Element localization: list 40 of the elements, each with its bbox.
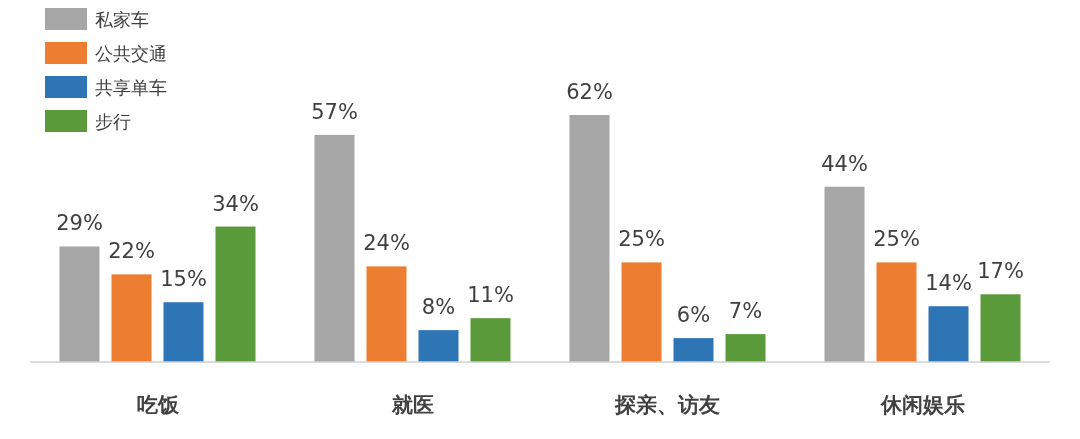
- bar: [569, 115, 610, 362]
- bar: [111, 274, 152, 362]
- legend-label: 步行: [95, 111, 131, 132]
- data-label: 14%: [925, 271, 972, 296]
- bar: [59, 246, 100, 362]
- data-label: 7%: [728, 299, 763, 324]
- data-label: 29%: [56, 211, 103, 236]
- bar: [824, 186, 865, 362]
- bar: [314, 134, 355, 362]
- x-tick-label: 探亲、访友: [614, 393, 720, 417]
- bar: [928, 306, 969, 362]
- data-label: 62%: [566, 80, 613, 104]
- bar: [876, 262, 917, 362]
- legend-label: 共享单车: [95, 77, 167, 98]
- x-tick-label: 吃饭: [136, 393, 180, 417]
- legend-label: 私家车: [95, 9, 149, 30]
- bar: [673, 338, 714, 362]
- data-label: 6%: [676, 303, 711, 328]
- bar: [621, 262, 662, 362]
- data-label: 34%: [212, 191, 259, 216]
- data-label: 8%: [421, 295, 456, 320]
- data-label: 11%: [467, 283, 514, 308]
- data-label: 24%: [363, 231, 410, 256]
- bar: [418, 330, 459, 362]
- bar: [366, 266, 407, 362]
- data-label: 57%: [311, 99, 358, 124]
- data-label: 44%: [821, 151, 868, 176]
- bar: [215, 226, 256, 362]
- data-label: 22%: [108, 239, 155, 264]
- x-tick-label: 休闲娱乐: [879, 393, 965, 417]
- bar: [163, 302, 204, 362]
- bar: [725, 334, 766, 362]
- data-label: 15%: [160, 267, 207, 292]
- bar: [980, 294, 1021, 362]
- bar: [470, 318, 511, 362]
- x-tick-label: 就医: [390, 393, 434, 417]
- data-label: 25%: [873, 227, 920, 252]
- data-label: 17%: [977, 259, 1024, 284]
- legend-label: 公共交通: [95, 43, 167, 64]
- data-label: 25%: [618, 227, 665, 252]
